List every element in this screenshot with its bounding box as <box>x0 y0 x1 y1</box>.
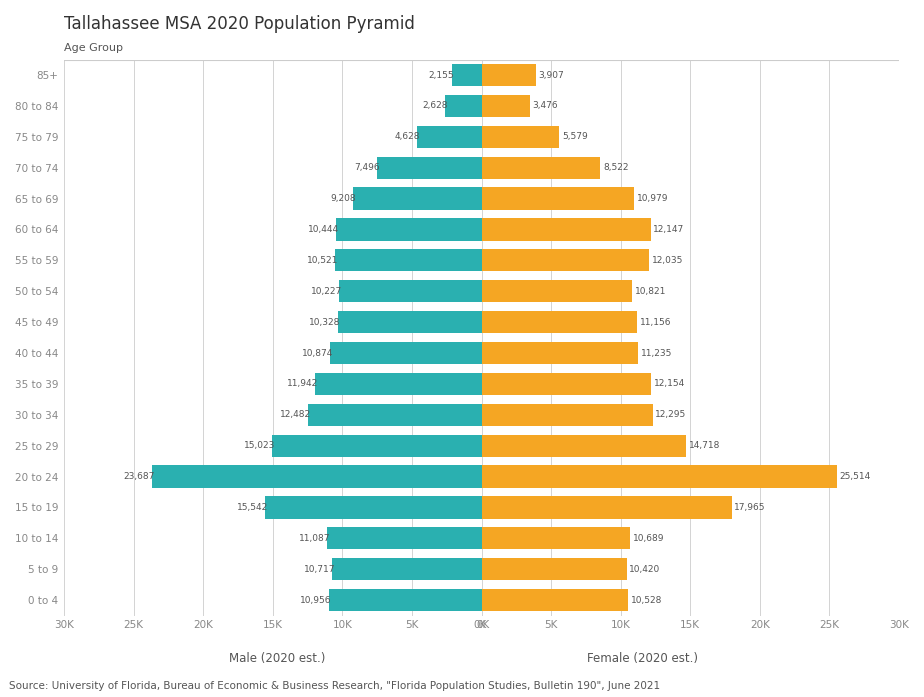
Bar <box>353 187 481 210</box>
Text: 11,942: 11,942 <box>286 379 318 388</box>
Text: 12,154: 12,154 <box>653 379 685 388</box>
Text: 10,521: 10,521 <box>307 256 338 265</box>
Bar <box>377 157 481 179</box>
Bar <box>481 342 638 364</box>
Text: 15,023: 15,023 <box>244 441 275 450</box>
Bar <box>481 157 601 179</box>
Bar <box>333 558 481 581</box>
Text: Age Group: Age Group <box>64 43 123 54</box>
Bar <box>336 218 481 240</box>
Bar <box>481 589 628 611</box>
Text: 14,718: 14,718 <box>689 441 721 450</box>
Text: 12,147: 12,147 <box>653 225 685 234</box>
Text: Source: University of Florida, Bureau of Economic & Business Research, "Florida : Source: University of Florida, Bureau of… <box>9 682 661 691</box>
Bar <box>481 404 652 426</box>
Text: 3,476: 3,476 <box>533 101 558 110</box>
Text: 10,444: 10,444 <box>308 225 339 234</box>
Text: 17,965: 17,965 <box>735 503 766 512</box>
Bar <box>308 404 481 426</box>
Bar <box>481 95 530 117</box>
Text: 10,328: 10,328 <box>310 318 341 327</box>
Bar <box>481 218 650 240</box>
Text: 10,821: 10,821 <box>635 286 666 296</box>
Text: 23,687: 23,687 <box>123 472 154 481</box>
Bar <box>481 311 637 333</box>
Text: 12,295: 12,295 <box>655 411 687 420</box>
Text: 10,717: 10,717 <box>304 565 335 574</box>
Text: 3,907: 3,907 <box>539 70 565 79</box>
Bar <box>445 95 481 117</box>
Bar <box>481 64 536 86</box>
Bar <box>329 589 481 611</box>
Bar <box>265 496 481 519</box>
Bar <box>481 187 635 210</box>
Bar <box>330 342 481 364</box>
Bar <box>335 250 481 271</box>
Text: 15,542: 15,542 <box>237 503 268 512</box>
Text: 10,227: 10,227 <box>310 286 342 296</box>
Text: Male (2020 est.): Male (2020 est.) <box>229 652 325 665</box>
Bar <box>481 558 626 581</box>
Bar <box>481 280 632 302</box>
Text: 10,420: 10,420 <box>629 565 661 574</box>
Text: Tallahassee MSA 2020 Population Pyramid: Tallahassee MSA 2020 Population Pyramid <box>64 15 415 33</box>
Text: 5,579: 5,579 <box>562 132 588 141</box>
Bar <box>481 434 687 457</box>
Bar <box>481 496 732 519</box>
Text: 12,035: 12,035 <box>651 256 683 265</box>
Bar <box>481 527 630 549</box>
Bar <box>481 250 649 271</box>
Text: 7,496: 7,496 <box>355 163 380 172</box>
Text: 10,874: 10,874 <box>301 348 333 358</box>
Bar <box>315 373 481 395</box>
Text: 9,208: 9,208 <box>331 194 356 203</box>
Bar <box>273 434 481 457</box>
Bar <box>338 311 481 333</box>
Text: 11,156: 11,156 <box>639 318 671 327</box>
Bar <box>339 280 481 302</box>
Text: 10,528: 10,528 <box>631 596 663 604</box>
Bar <box>327 527 481 549</box>
Text: Female (2020 est.): Female (2020 est.) <box>587 652 698 665</box>
Bar <box>481 466 836 488</box>
Text: 11,087: 11,087 <box>298 534 330 543</box>
Bar <box>152 466 481 488</box>
Bar <box>481 125 559 148</box>
Text: 2,155: 2,155 <box>429 70 455 79</box>
Text: 4,628: 4,628 <box>395 132 419 141</box>
Text: 10,979: 10,979 <box>638 194 669 203</box>
Text: 8,522: 8,522 <box>603 163 628 172</box>
Text: 10,956: 10,956 <box>300 596 332 604</box>
Bar <box>452 64 481 86</box>
Bar <box>481 373 650 395</box>
Bar <box>417 125 481 148</box>
Text: 10,689: 10,689 <box>633 534 664 543</box>
Text: 2,628: 2,628 <box>422 101 448 110</box>
Text: 11,235: 11,235 <box>640 348 672 358</box>
Text: 25,514: 25,514 <box>839 472 870 481</box>
Text: 12,482: 12,482 <box>279 411 310 420</box>
